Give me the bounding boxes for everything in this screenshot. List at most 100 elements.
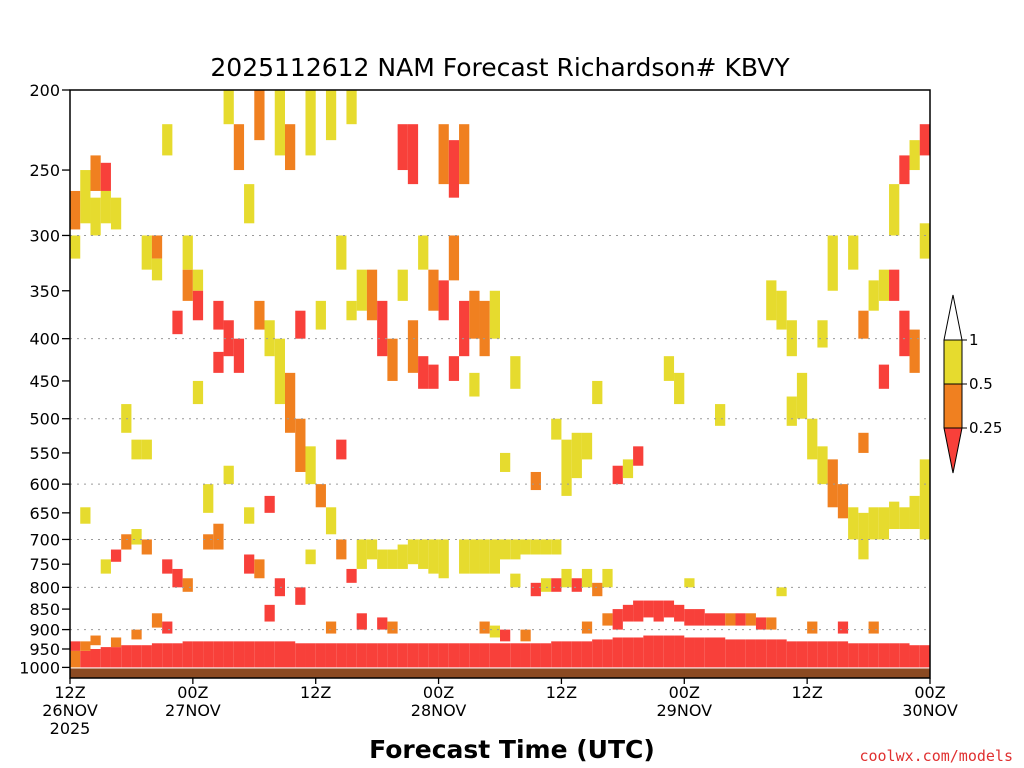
ri-cell <box>858 432 869 453</box>
ri-cell <box>397 643 408 668</box>
ri-cell <box>848 235 859 270</box>
ri-cell <box>909 645 920 668</box>
ri-cell <box>377 300 388 357</box>
ri-cell <box>438 124 449 185</box>
ri-cell <box>244 184 255 224</box>
y-tick-label: 600 <box>29 475 60 494</box>
ri-cell <box>223 641 234 668</box>
ri-cell <box>407 643 419 668</box>
legend-swatch <box>943 383 963 429</box>
ri-cell <box>213 300 224 330</box>
ri-cell <box>807 641 818 668</box>
ri-cell <box>203 484 214 513</box>
ri-cell <box>899 643 910 668</box>
y-tick-label: 800 <box>29 578 60 597</box>
ri-cell <box>837 484 849 519</box>
ri-cell <box>592 582 603 597</box>
ri-cell <box>469 290 480 339</box>
ri-cell <box>325 621 337 634</box>
ri-cell <box>469 643 480 668</box>
y-tick-label: 1000 <box>19 658 60 677</box>
ri-cell <box>397 269 408 301</box>
ri-cell <box>745 613 756 626</box>
ri-cell <box>264 641 275 668</box>
ri-cell <box>868 643 879 668</box>
ri-cell <box>254 641 265 668</box>
ri-cell <box>90 155 101 191</box>
ri-cell <box>899 155 910 185</box>
ri-cell <box>766 639 777 668</box>
ri-cell <box>80 507 91 524</box>
ri-cell <box>633 600 644 622</box>
ri-cell <box>151 613 163 628</box>
ri-cell <box>807 418 818 460</box>
ri-cell <box>305 643 316 668</box>
ri-cell <box>776 290 787 330</box>
ri-cell <box>540 539 552 555</box>
ri-cell <box>725 613 736 626</box>
ri-cell <box>766 280 777 321</box>
ri-cell <box>70 641 81 651</box>
ri-cell <box>561 568 572 588</box>
ground-band <box>70 668 930 678</box>
ri-cell <box>233 124 245 171</box>
ri-cell <box>407 320 419 373</box>
ri-cell <box>755 617 767 630</box>
ri-cell <box>602 613 613 626</box>
ri-cell <box>571 641 582 668</box>
ri-cell <box>428 539 439 574</box>
ri-cell <box>663 356 675 381</box>
ri-cell <box>755 639 767 668</box>
ri-cell <box>162 124 173 156</box>
x-tick-label: 12Z <box>54 683 85 702</box>
ri-cell <box>868 507 879 540</box>
ri-cell <box>356 613 367 630</box>
ri-cell <box>489 290 500 339</box>
ri-cell <box>909 329 920 373</box>
ri-cell <box>674 604 685 622</box>
ri-cell <box>602 639 613 668</box>
ri-cell <box>448 235 460 281</box>
ri-cell <box>827 641 838 668</box>
ri-cell <box>725 639 736 668</box>
ri-cell <box>438 539 449 579</box>
ri-cell <box>581 568 593 588</box>
ri-cell <box>899 507 910 530</box>
ri-cell <box>909 140 920 171</box>
y-tick-label: 550 <box>29 444 60 463</box>
x-tick-label: 29NOV <box>656 701 712 720</box>
ri-cell <box>346 90 357 125</box>
ri-cell <box>387 549 398 569</box>
ri-cell <box>100 190 111 224</box>
y-tick-label: 700 <box>29 530 60 549</box>
ri-cell <box>377 643 388 668</box>
ri-cell <box>223 320 234 357</box>
ri-cell <box>776 639 787 668</box>
y-tick-label: 200 <box>29 81 60 100</box>
y-tick-label: 900 <box>29 621 60 640</box>
ri-cell <box>70 650 81 668</box>
chart-title: 2025112612 NAM Forecast Richardson# KBVY <box>210 53 790 82</box>
ri-cell <box>407 539 419 565</box>
ri-cells <box>70 90 930 668</box>
ri-cell <box>663 600 675 618</box>
ri-cell <box>172 310 183 335</box>
ri-cell <box>715 637 726 668</box>
ri-cell <box>448 356 460 381</box>
ri-cell <box>356 269 367 311</box>
y-tick-label: 750 <box>29 555 60 574</box>
credit-link[interactable]: coolwx.com/models <box>859 747 1013 765</box>
ri-cell <box>325 643 337 668</box>
ri-cell <box>131 629 142 640</box>
ri-cell <box>694 609 705 626</box>
legend-colorbar: 1 0.5 0.25 <box>943 294 1002 474</box>
ri-cell <box>80 641 91 651</box>
ri-cell <box>285 124 296 171</box>
ri-cell <box>489 625 500 638</box>
ri-cell <box>704 637 715 668</box>
ri-cell <box>561 641 572 668</box>
ri-cell <box>418 356 429 389</box>
ri-cell <box>428 643 439 668</box>
ri-cell <box>274 578 285 597</box>
ri-cell <box>868 280 879 311</box>
